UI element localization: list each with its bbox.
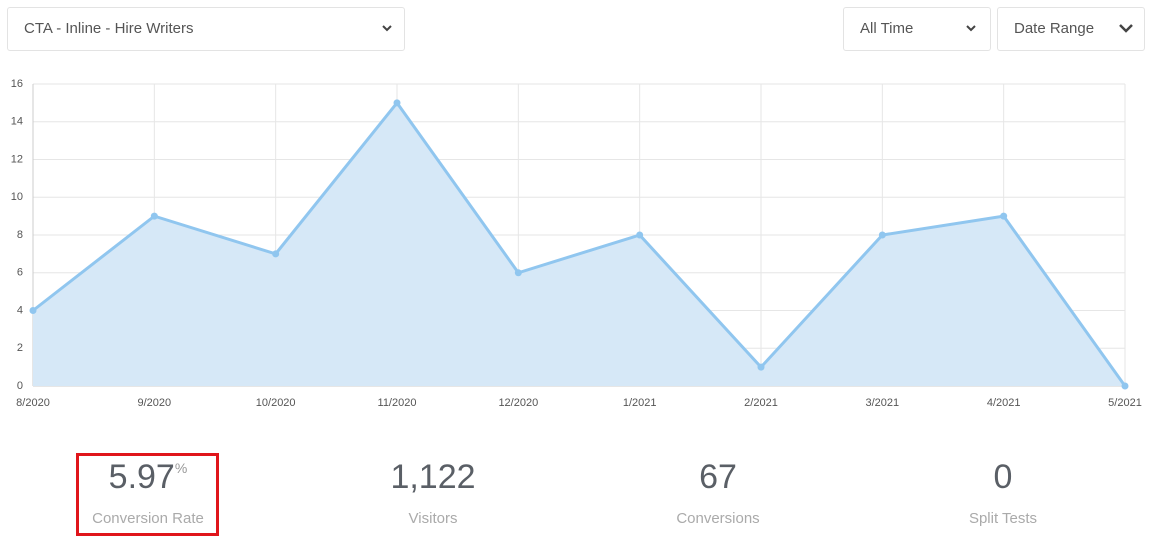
point [636, 231, 644, 239]
point [757, 363, 765, 371]
y-tick-label: 0 [17, 380, 23, 392]
y-tick-label: 8 [17, 229, 23, 241]
stat-value: 67 [699, 458, 737, 496]
y-tick-label: 2 [17, 342, 23, 354]
range-select-text: Date Range [1014, 20, 1095, 37]
stat-unit: % [174, 460, 188, 476]
x-tick-label: 2/2021 [744, 397, 778, 409]
stat-value-wrap: 0 [883, 456, 1123, 498]
x-tick-label: 10/2020 [256, 397, 296, 409]
range-select[interactable]: Date Range [997, 7, 1145, 51]
x-tick-label: 5/2021 [1108, 397, 1142, 409]
area [33, 102, 1125, 386]
x-tick-label: 11/2020 [378, 397, 417, 409]
stat: 5.97% Conversion Rate [28, 456, 268, 527]
stat-value-wrap: 1,122 [313, 456, 553, 498]
y-tick-label: 4 [17, 304, 23, 316]
point [393, 99, 401, 107]
x-tick-label: 8/2020 [16, 397, 50, 409]
point [1000, 212, 1008, 220]
highlight-box [76, 453, 219, 536]
stat-label: Visitors [408, 510, 458, 527]
point [29, 307, 37, 314]
stat-label: Conversion Rate [92, 510, 204, 527]
stat-value-wrap: 67 [598, 456, 838, 498]
stat-value: 1,122 [390, 458, 476, 496]
chart: 0 2 4 6 8 10 12 14 16 8/2020 9/2020 10/2020 11/2020 1… [11, 78, 1142, 409]
point [150, 212, 158, 220]
stat-label: Conversions [676, 510, 760, 527]
chevron [966, 25, 976, 32]
x-tick-label: 3/2021 [866, 397, 900, 409]
stat-value: 5.97 [108, 458, 175, 496]
point [272, 250, 280, 258]
stat: 67 Conversions [598, 456, 838, 527]
y-tick-label: 16 [11, 78, 23, 90]
stat: 0 Split Tests [883, 456, 1123, 527]
x-tick-label: 1/2021 [623, 397, 657, 409]
chevron [382, 25, 392, 32]
x-tick-label: 4/2021 [987, 397, 1021, 409]
y-tick-label: 12 [11, 153, 23, 165]
cta-select[interactable]: CTA - Inline - Hire Writers [7, 7, 405, 51]
stat-label: Split Tests [968, 510, 1038, 527]
stat-value: 0 [993, 458, 1013, 496]
point [1121, 382, 1129, 390]
x-tick-label: 12/2020 [498, 397, 538, 409]
chevron [1119, 24, 1133, 33]
period-select-text: All Time [860, 20, 914, 37]
y-tick-label: 14 [11, 116, 23, 128]
stat-value-wrap: 5.97% [28, 456, 268, 498]
y-tick-label: 10 [11, 191, 23, 203]
period-select[interactable]: All Time [843, 7, 991, 51]
point [514, 269, 522, 277]
x-tick-label: 9/2020 [138, 397, 172, 409]
y-tick-label: 6 [17, 267, 23, 279]
stat: 1,122 Visitors [313, 456, 553, 527]
cta-select-text: CTA - Inline - Hire Writers [24, 20, 194, 37]
line [32, 100, 1127, 387]
point [878, 231, 886, 239]
